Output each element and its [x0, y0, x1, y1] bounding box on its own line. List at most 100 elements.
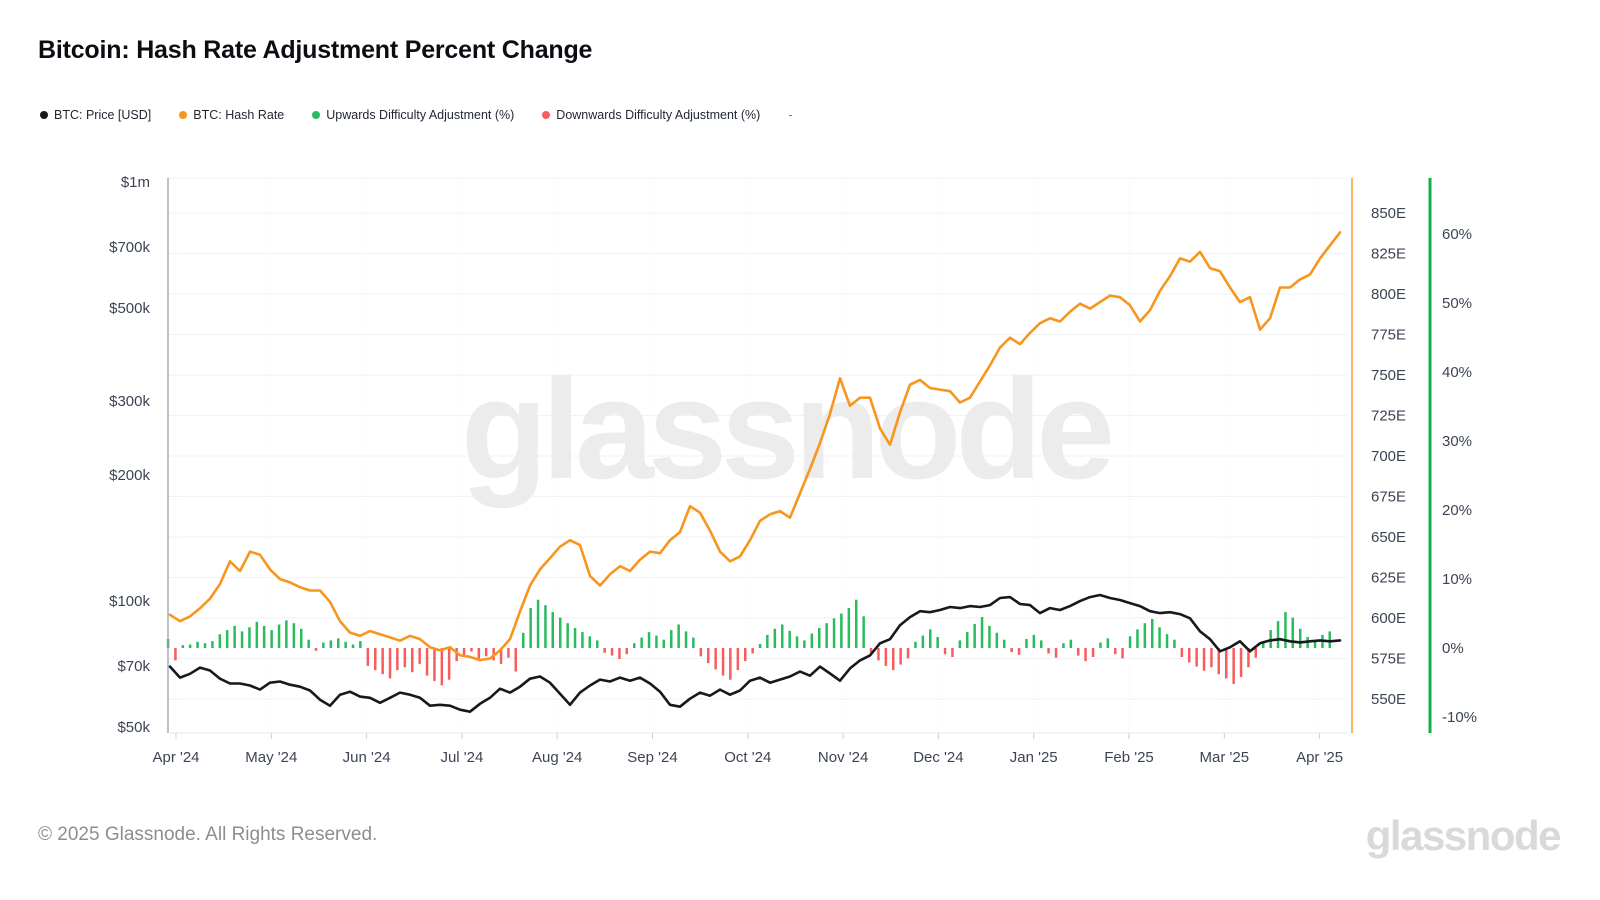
legend-item-downwards-difficulty-adjustment[interactable]: Downwards Difficulty Adjustment (%)	[542, 108, 760, 122]
upwards-adjustment-bar	[1136, 629, 1139, 648]
downwards-adjustment-bar	[1188, 648, 1191, 663]
upwards-adjustment-bar	[1299, 628, 1302, 648]
downwards-adjustment-bar	[425, 648, 429, 676]
downwards-adjustment-bar	[1210, 648, 1213, 668]
upwards-adjustment-bar	[832, 618, 836, 648]
upwards-adjustment-bar	[559, 617, 562, 648]
upwards-adjustment-bar	[581, 632, 584, 648]
upwards-adjustment-bar	[840, 613, 843, 648]
x-axis-month-label: Sep '24	[627, 749, 677, 766]
x-axis-month-label: Feb '25	[1104, 749, 1154, 766]
upwards-adjustment-bar	[566, 623, 569, 648]
downwards-adjustment-bar	[174, 648, 177, 661]
upwards-adjustment-bar	[773, 628, 777, 648]
downwards-adjustment-bar	[1247, 648, 1250, 668]
legend-dot-icon	[179, 110, 188, 119]
watermark-text: glassnode	[461, 350, 1111, 509]
hash-axis-tick-label: 675E	[1371, 489, 1406, 506]
upwards-adjustment-bar	[322, 642, 325, 648]
upwards-adjustment-bar	[662, 639, 665, 648]
upwards-adjustment-bar	[803, 640, 806, 648]
upwards-adjustment-bar	[647, 632, 651, 648]
percent-axis-tick-label: 50%	[1442, 295, 1472, 312]
upwards-adjustment-bar	[522, 632, 525, 648]
upwards-adjustment-bar	[1062, 643, 1065, 648]
downwards-adjustment-bar	[447, 648, 451, 680]
upwards-adjustment-bar	[551, 612, 554, 648]
hash-axis-tick-label: 825E	[1371, 246, 1406, 263]
legend-item-btc-hash-rate[interactable]: BTC: Hash Rate	[179, 108, 284, 122]
upwards-adjustment-bar	[351, 644, 355, 648]
upwards-adjustment-bar	[181, 645, 185, 648]
price-axis-tick-label: $100k	[109, 593, 150, 610]
page-title: Bitcoin: Hash Rate Adjustment Percent Ch…	[38, 36, 593, 64]
upwards-adjustment-bar	[862, 616, 865, 648]
legend-item-btc-price-usd[interactable]: BTC: Price [USD]	[40, 108, 151, 122]
x-axis-month-label: Apr '24	[152, 749, 199, 766]
downwards-adjustment-bar	[603, 648, 606, 653]
upwards-adjustment-bar	[633, 643, 636, 648]
upwards-adjustment-bar	[536, 599, 540, 648]
upwards-adjustment-bar	[1284, 612, 1287, 648]
downwards-adjustment-bar	[610, 648, 614, 656]
percent-axis-tick-label: 10%	[1442, 571, 1472, 588]
upwards-adjustment-bar	[1165, 634, 1169, 648]
upwards-adjustment-bar	[677, 624, 680, 648]
price-axis-tick-label: $1m	[121, 174, 150, 191]
downwards-adjustment-bar	[499, 648, 503, 664]
upwards-adjustment-bar	[544, 605, 547, 648]
upwards-adjustment-bar	[929, 629, 932, 648]
downwards-adjustment-bar	[1195, 648, 1198, 667]
downwards-adjustment-bar	[951, 648, 954, 657]
hash-axis-tick-label: 625E	[1371, 570, 1406, 587]
upwards-adjustment-bar	[188, 644, 192, 648]
price-axis-tick-label: $70k	[117, 658, 150, 675]
upwards-adjustment-bar	[1128, 636, 1132, 648]
legend-item-dash[interactable]: -	[788, 107, 792, 122]
downwards-adjustment-bar	[411, 648, 414, 673]
legend-item-label: -	[788, 107, 793, 122]
downwards-adjustment-bar	[751, 648, 754, 654]
downwards-adjustment-bar	[884, 648, 888, 666]
upwards-adjustment-bar	[670, 630, 673, 648]
downwards-adjustment-bar	[1114, 648, 1117, 655]
glassnode-logo: glassnode	[1365, 812, 1562, 859]
legend: BTC: Price [USD] BTC: Hash Rate Upwards Di…	[40, 107, 793, 122]
upwards-adjustment-bar	[248, 627, 251, 648]
downwards-adjustment-bar	[1017, 648, 1021, 655]
legend-item-upwards-difficulty-adjustment[interactable]: Upwards Difficulty Adjustment (%)	[312, 108, 514, 122]
upwards-adjustment-bar	[1262, 641, 1265, 648]
x-axis-month-label: Jan '25	[1010, 749, 1058, 766]
upwards-adjustment-bar	[329, 640, 333, 648]
downwards-adjustment-bar	[707, 648, 710, 664]
upwards-adjustment-bar	[1291, 617, 1294, 648]
x-axis-month-label: Dec '24	[913, 749, 963, 766]
upwards-adjustment-bar	[344, 641, 347, 648]
upwards-adjustment-bar	[233, 625, 236, 648]
legend-dot-icon	[542, 110, 551, 119]
upwards-adjustment-bar	[958, 640, 962, 648]
price-axis-tick-label: $200k	[109, 467, 150, 484]
legend-dot-icon	[40, 110, 48, 119]
upwards-adjustment-bar	[684, 631, 688, 648]
downwards-adjustment-bar	[618, 648, 621, 659]
upwards-adjustment-bar	[1003, 639, 1006, 648]
downwards-adjustment-bar	[699, 648, 703, 657]
legend-item-label: Downwards Difficulty Adjustment (%)	[556, 107, 761, 122]
upwards-adjustment-bar	[766, 634, 769, 648]
downwards-adjustment-bar	[736, 648, 740, 671]
downwards-adjustment-bar	[314, 648, 318, 651]
percent-axis-tick-label: -10%	[1442, 709, 1477, 726]
x-axis-month-label: Jul '24	[440, 749, 483, 766]
legend-dot-icon	[312, 110, 321, 119]
hash-axis-tick-label: 600E	[1371, 610, 1406, 627]
upwards-adjustment-bar	[1106, 638, 1110, 648]
downwards-adjustment-bar	[507, 648, 510, 658]
upwards-adjustment-bar	[788, 630, 791, 649]
downwards-adjustment-bar	[433, 648, 436, 682]
upwards-adjustment-bar	[1151, 619, 1154, 648]
downwards-adjustment-bar	[514, 648, 517, 672]
upwards-adjustment-bar	[277, 624, 281, 648]
upwards-adjustment-bar	[655, 635, 658, 648]
